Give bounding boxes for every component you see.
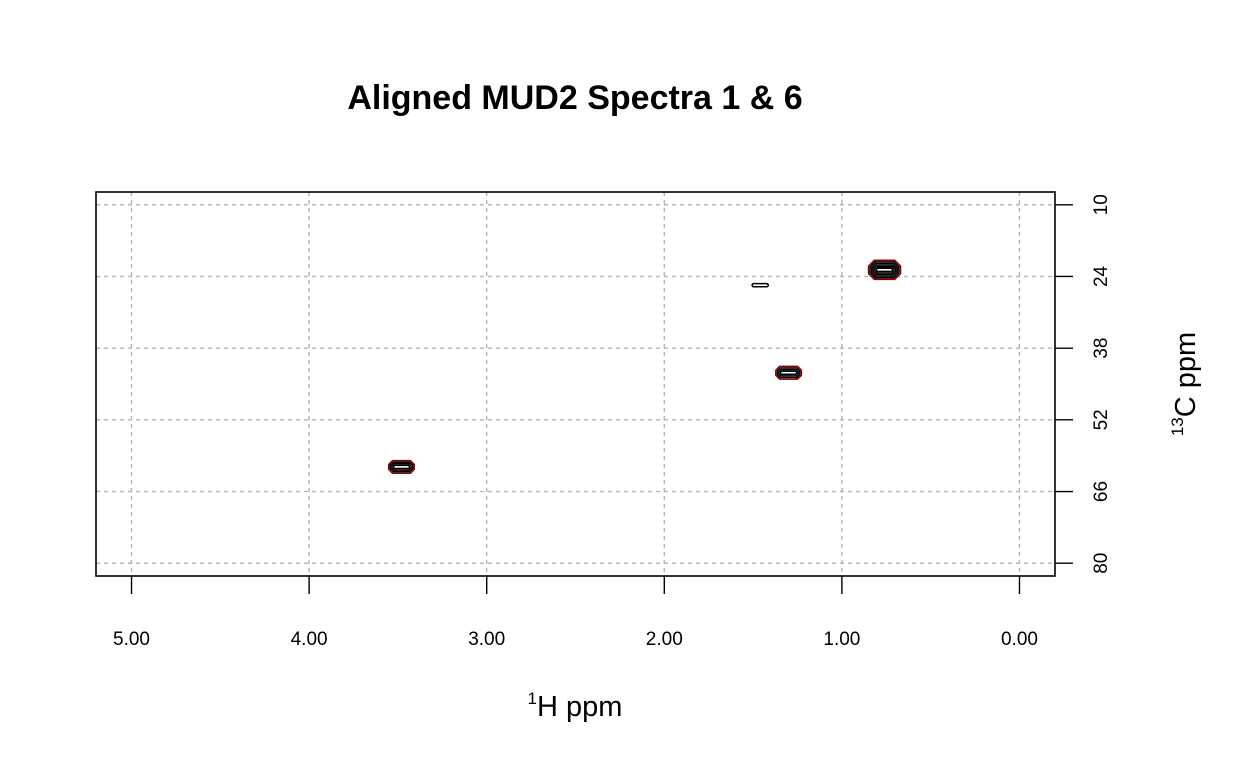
contour-level	[776, 367, 801, 379]
x-axis-label-text: H ppm	[537, 691, 622, 723]
x-tick-label: 1.00	[823, 629, 860, 650]
peak-contour	[751, 282, 769, 288]
contour-level	[874, 265, 895, 274]
contour-level	[867, 259, 902, 281]
contour-level	[391, 463, 412, 471]
contour-level	[875, 267, 894, 273]
y-tick-label: 24	[1091, 265, 1112, 287]
y-axis-label: 13C ppm	[1168, 332, 1202, 436]
y-axis-label-text: C ppm	[1170, 332, 1202, 417]
y-tick-label: 38	[1091, 338, 1112, 359]
x-axis: 5.00 4.00 3.00 2.00 1.00 0.00	[113, 576, 1038, 650]
peak-contours	[387, 259, 902, 475]
y-tick-label: 80	[1091, 553, 1112, 574]
y-tick-label: 52	[1091, 409, 1112, 430]
contour-level	[751, 282, 769, 288]
contour-level	[870, 262, 899, 277]
peak-contour	[387, 459, 416, 475]
grid-lines	[96, 192, 1055, 576]
y-axis-label-superscript: 13	[1168, 417, 1187, 436]
x-tick-label: 3.00	[468, 629, 505, 650]
contour-level	[392, 464, 411, 470]
contour-level	[778, 368, 799, 377]
chart-title: Aligned MUD2 Spectra 1 & 6	[347, 79, 802, 117]
y-axis: 10 24 38 52 66 80	[1055, 194, 1112, 574]
y-tick-label: 10	[1091, 194, 1112, 215]
contour-level	[387, 459, 416, 475]
x-axis-label-superscript: 1	[528, 689, 537, 708]
x-tick-label: 5.00	[113, 629, 150, 650]
plot-frame	[95, 191, 1056, 577]
peak-contour	[867, 259, 902, 281]
contour-level	[869, 261, 900, 279]
contour-level	[389, 461, 414, 473]
x-tick-label: 4.00	[291, 629, 328, 650]
contour-level	[779, 370, 798, 376]
peak-contour	[775, 365, 803, 380]
contour-level	[872, 264, 897, 276]
x-tick-label: 2.00	[646, 629, 683, 650]
x-axis-label: 1H ppm	[528, 689, 623, 723]
x-tick-label: 0.00	[1001, 629, 1038, 650]
contour-level	[775, 365, 803, 380]
y-tick-label: 66	[1091, 481, 1112, 502]
